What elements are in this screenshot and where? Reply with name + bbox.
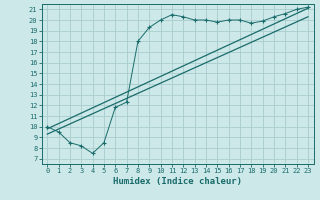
X-axis label: Humidex (Indice chaleur): Humidex (Indice chaleur) <box>113 177 242 186</box>
